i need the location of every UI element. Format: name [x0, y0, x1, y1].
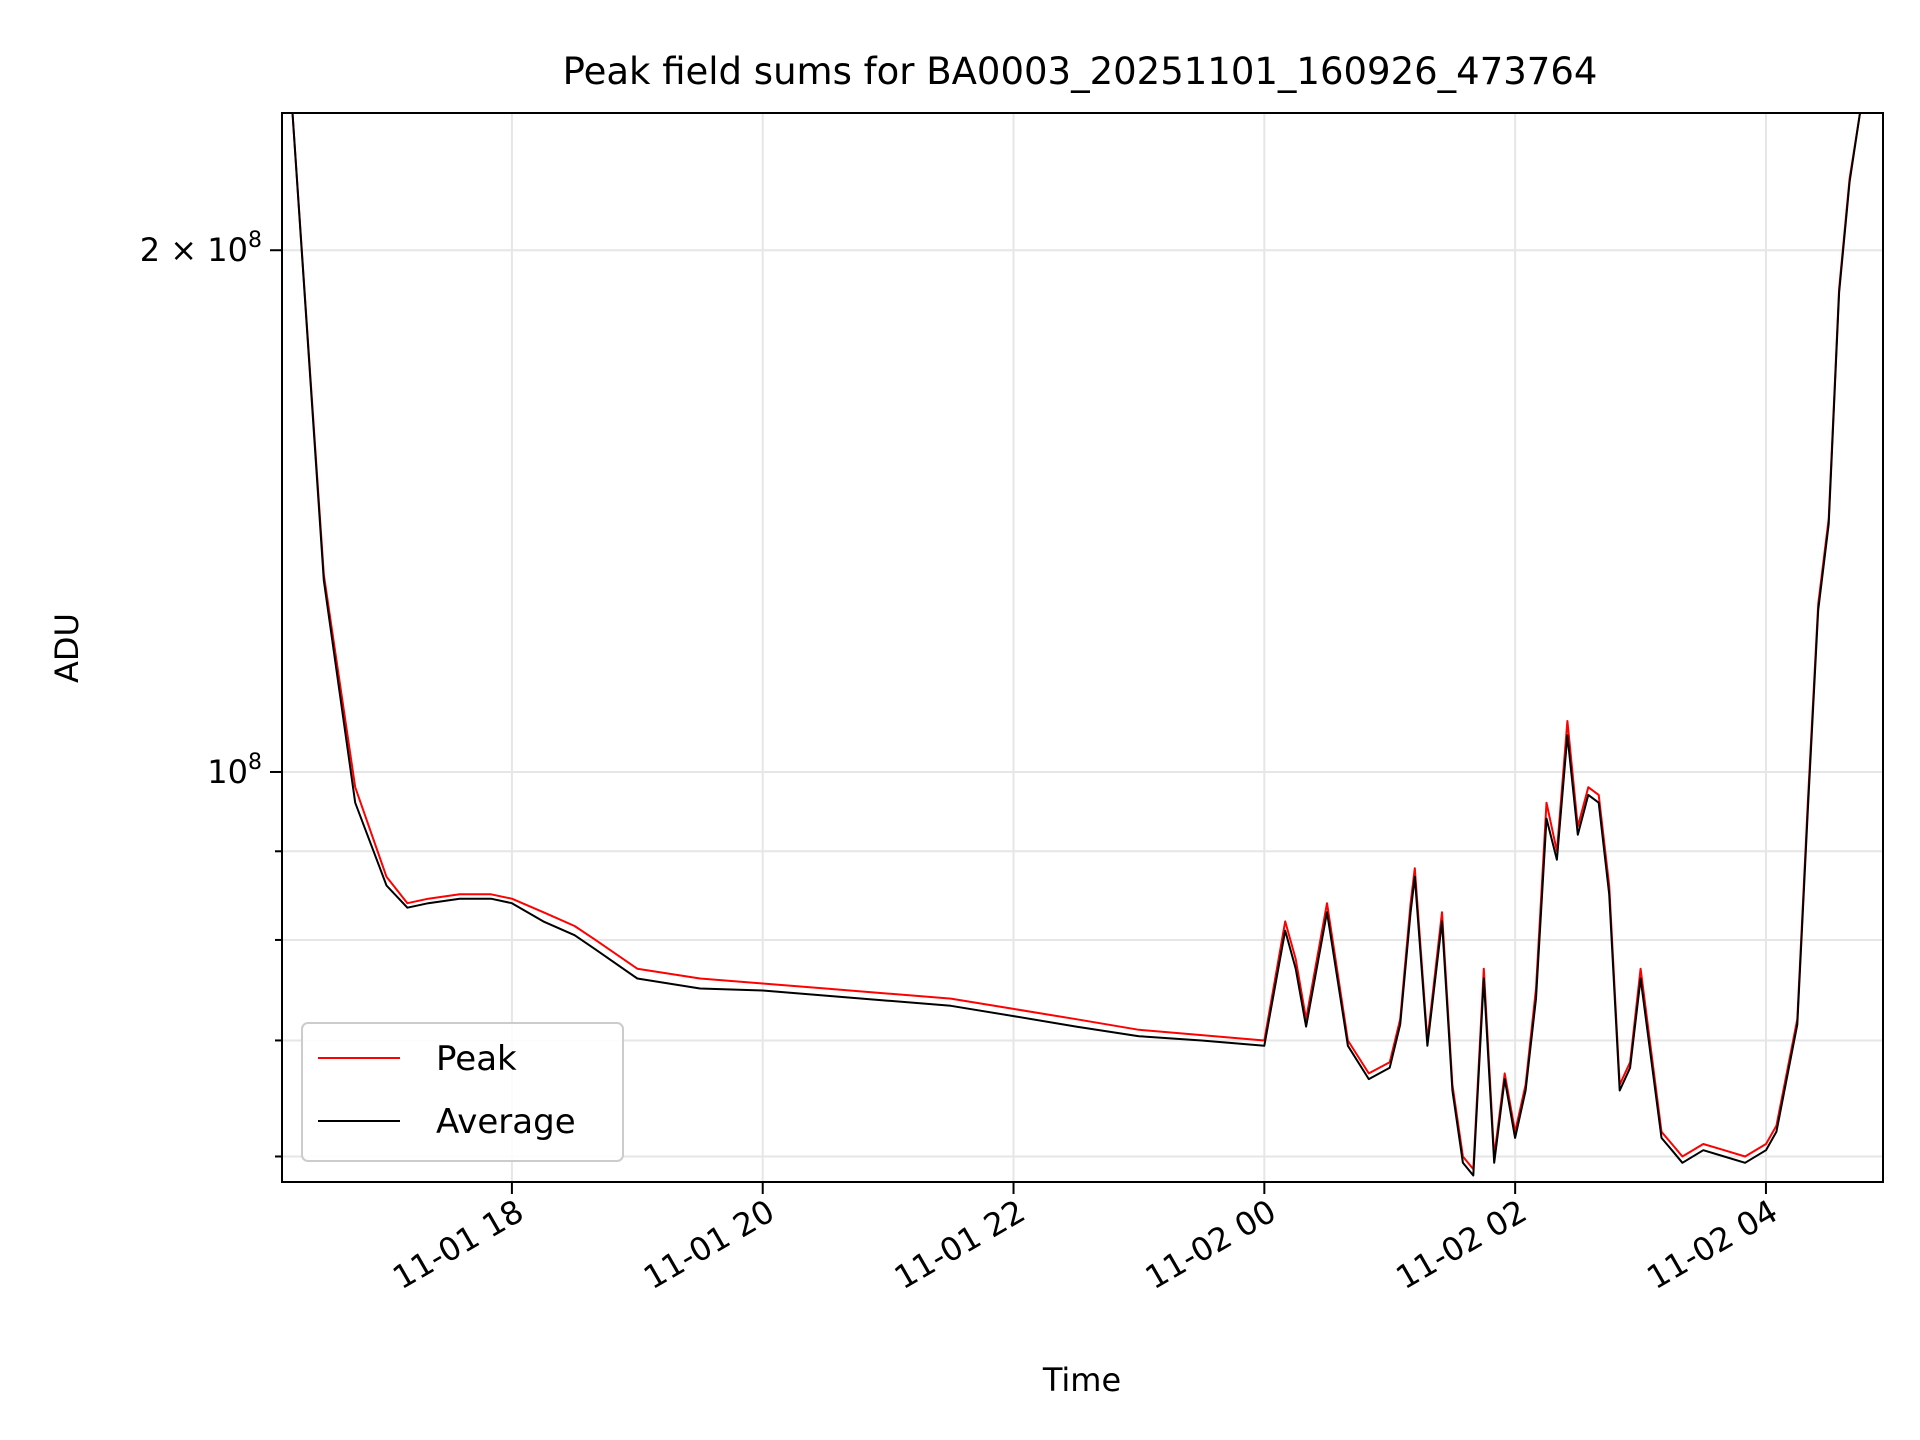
y-axis-label: ADU — [48, 613, 86, 683]
series-layer — [291, 113, 1871, 1177]
legend-label-average: Average — [436, 1102, 576, 1142]
chart-title: Peak field sums for BA0003_20251101_1609… — [563, 50, 1598, 93]
series-line-average — [291, 113, 1871, 1177]
legend: Peak Average — [301, 1022, 624, 1162]
y-tick-mantissa: 2 × — [140, 231, 208, 269]
x-axis-label: Time — [1042, 1361, 1121, 1399]
y-tick-label: 108 — [207, 750, 262, 791]
y-tick-label: 2 × 108 — [140, 228, 262, 269]
y-tick-base: 10 — [207, 231, 248, 269]
y-tick-exponent: 8 — [248, 750, 262, 775]
plot-frame — [281, 112, 1884, 1183]
y-tick-base: 10 — [207, 753, 248, 791]
legend-label-peak: Peak — [436, 1039, 517, 1079]
y-tick-exponent: 8 — [248, 228, 262, 253]
